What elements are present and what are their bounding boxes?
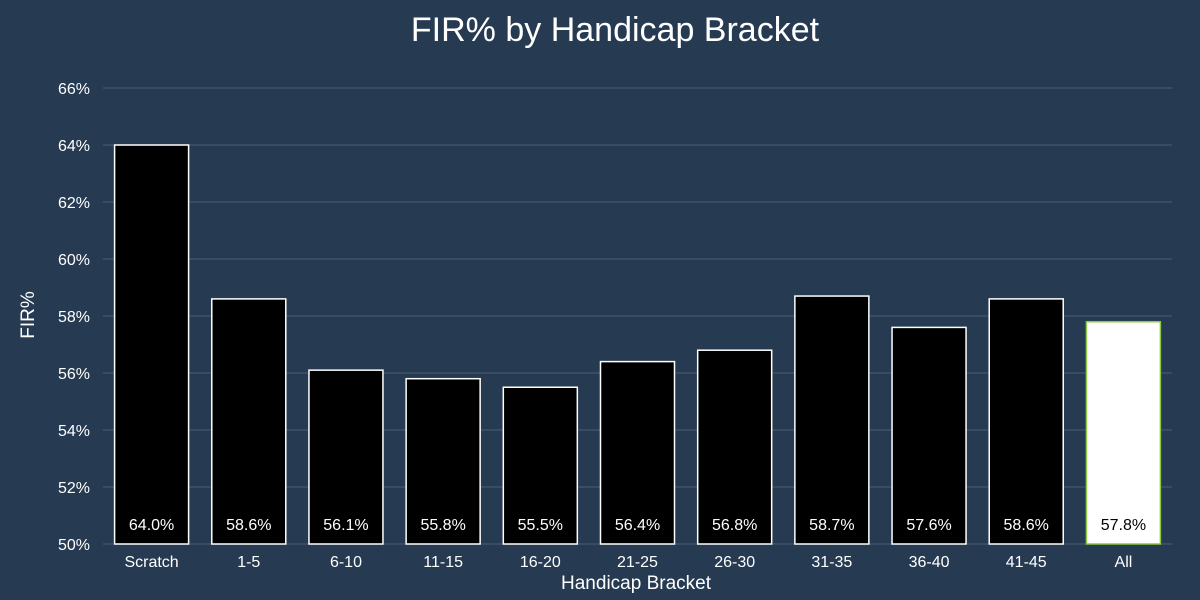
x-tick-label: 1-5 xyxy=(237,554,260,571)
bar-value-label: 56.4% xyxy=(615,517,660,534)
x-tick-label: 41-45 xyxy=(1006,554,1047,571)
bar-value-label: 55.8% xyxy=(420,517,465,534)
x-tick-label: 31-35 xyxy=(811,554,852,571)
x-axis-title: Handicap Bracket xyxy=(561,573,712,594)
x-tick-label: 16-20 xyxy=(520,554,561,571)
bar xyxy=(891,326,967,545)
x-tick-label: 36-40 xyxy=(909,554,950,571)
bar-value-label: 58.6% xyxy=(226,517,271,534)
bar xyxy=(696,349,773,545)
bar-value-label: 57.6% xyxy=(906,517,951,534)
bar xyxy=(794,295,870,545)
bar xyxy=(988,298,1064,545)
y-tick-label: 56% xyxy=(58,366,90,383)
bar xyxy=(599,360,676,545)
y-tick-label: 54% xyxy=(58,423,90,440)
bar-value-label: 56.1% xyxy=(323,517,368,534)
bars: 64.0% 58.6% 56.1% 55.8% 55.5% 56.4% 56.8% 58.7%… xyxy=(113,144,1162,545)
x-tick-label: 26-30 xyxy=(714,554,755,571)
x-tick-label: 21-25 xyxy=(617,554,658,571)
x-tick-label: 11-15 xyxy=(423,554,463,571)
bar xyxy=(113,144,190,545)
bar-value-label: 58.6% xyxy=(1004,517,1049,534)
bar xyxy=(308,369,384,545)
y-tick-label: 52% xyxy=(58,480,90,497)
chart-title: FIR% by Handicap Bracket xyxy=(411,11,820,49)
y-tick-label: 50% xyxy=(58,537,90,554)
y-tick-label: 58% xyxy=(58,309,90,326)
y-tick-label: 66% xyxy=(58,81,90,98)
y-tick-label: 62% xyxy=(58,195,90,212)
x-tick-label: Scratch xyxy=(124,554,178,571)
y-tick-label: 64% xyxy=(58,138,90,155)
bar-value-label: 58.7% xyxy=(809,517,854,534)
y-tick-label: 60% xyxy=(58,252,90,269)
y-axis-ticks: 50% 52% 54% 56% 58% 60% 62% 64% 66% xyxy=(58,81,90,554)
bar-value-label: 56.8% xyxy=(712,517,757,534)
x-axis-ticks: Scratch 1-5 6-10 11-15 16-20 21-25 26-30 31-35 3… xyxy=(124,554,1132,571)
bar-value-label: 57.8% xyxy=(1101,517,1146,534)
x-tick-label: 6-10 xyxy=(330,554,362,571)
bar xyxy=(211,298,287,545)
bar-value-label: 64.0% xyxy=(129,517,174,534)
y-axis-title: FIR% xyxy=(18,291,39,339)
bar xyxy=(502,386,579,545)
bar xyxy=(1085,320,1162,545)
bar-value-label: 55.5% xyxy=(518,517,563,534)
x-tick-label: All xyxy=(1115,554,1133,571)
bar xyxy=(405,377,481,545)
